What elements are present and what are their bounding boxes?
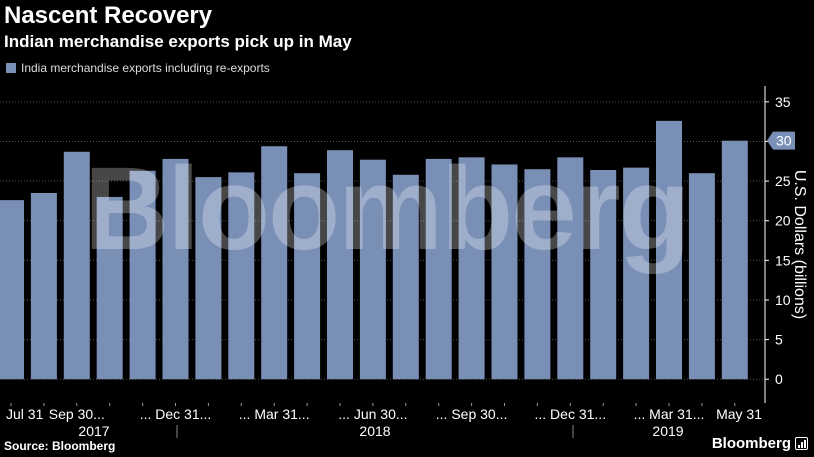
bar — [327, 150, 353, 380]
bar — [721, 140, 748, 380]
bar — [195, 177, 222, 380]
x-tick-label: Jul 31 — [6, 406, 44, 422]
y-tick-label: 0 — [775, 371, 783, 387]
bar — [162, 158, 189, 380]
x-tick-label: Sep 30... — [49, 406, 105, 422]
bar — [359, 159, 386, 380]
bar — [228, 172, 255, 380]
brand-name: Bloomberg — [711, 435, 791, 452]
bar — [623, 167, 650, 380]
legend-swatch — [6, 63, 16, 73]
legend-label: India merchandise exports including re-e… — [21, 61, 270, 75]
x-tick-label: ... Mar 31... — [239, 406, 310, 422]
x-tick-label: ... Dec 31... — [140, 406, 212, 422]
bar — [392, 174, 419, 380]
bar — [96, 196, 123, 380]
x-tick-label: May 31 — [716, 406, 762, 422]
x-tick-label: ... Dec 31... — [535, 406, 607, 422]
year-label: 2018 — [359, 423, 390, 439]
brand-logo: Bloomberg — [712, 435, 808, 452]
bar — [0, 200, 24, 380]
x-tick-label: ... Mar 31... — [634, 406, 705, 422]
bar — [656, 120, 682, 380]
source-note: Source: Bloomberg — [4, 439, 116, 453]
y-tick-label: 15 — [775, 252, 791, 268]
bar — [688, 173, 715, 380]
year-label: 2017 — [78, 423, 109, 439]
bar — [63, 151, 90, 380]
x-tick-label: ... Jun 30... — [338, 406, 407, 422]
latest-value-callout — [767, 131, 795, 150]
y-tick-label: 5 — [775, 332, 783, 348]
bar — [557, 157, 584, 380]
bar — [129, 170, 156, 380]
y-tick-label: 20 — [775, 213, 791, 229]
bar — [491, 164, 518, 380]
year-label: 2019 — [652, 423, 683, 439]
bars-icon — [795, 437, 808, 450]
latest-value-label: 30 — [776, 133, 792, 149]
bar — [425, 158, 452, 380]
bar — [524, 169, 551, 380]
bar — [30, 192, 57, 380]
chart-subtitle: Indian merchandise exports pick up in Ma… — [4, 32, 352, 51]
y-tick-label: 35 — [775, 94, 791, 110]
y-tick-label: 25 — [775, 173, 791, 189]
y-tick-label: 10 — [775, 292, 791, 308]
bar — [458, 157, 485, 380]
bar — [590, 170, 617, 380]
chart-title: Nascent Recovery — [4, 2, 213, 29]
x-tick-label: ... Sep 30... — [436, 406, 508, 422]
legend: India merchandise exports including re-e… — [6, 61, 270, 75]
bar — [294, 173, 321, 380]
bar — [261, 146, 288, 380]
y-axis-label: U.S. Dollars (billions) — [791, 170, 808, 319]
